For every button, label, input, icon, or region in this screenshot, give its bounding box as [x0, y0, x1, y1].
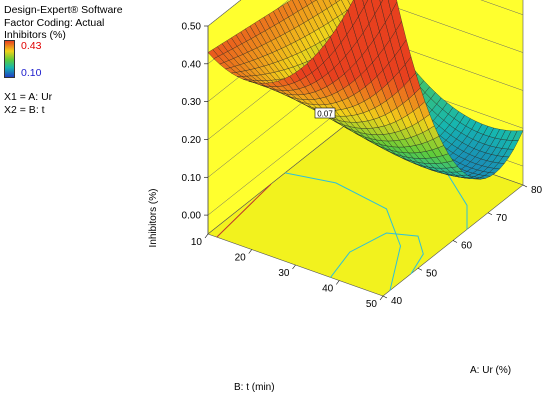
y-tick	[336, 280, 340, 285]
floor-contour	[330, 232, 424, 278]
y-tick-label: 50	[366, 299, 378, 310]
x-tick-label: 80	[531, 185, 543, 196]
floor-contour	[284, 172, 402, 291]
y-tick-label: 20	[235, 253, 247, 264]
legend-max-value: 0.43	[21, 40, 42, 52]
annotation-label: 0.07	[317, 110, 333, 119]
x-tick-label: 70	[496, 213, 508, 224]
color-legend-bar	[4, 40, 15, 78]
floor-contour	[216, 183, 272, 238]
surface-facet	[334, 0, 341, 3]
z-tick-label: 0.50	[182, 22, 202, 33]
response-name: Inhibitors (%)	[4, 29, 66, 41]
annotation-box	[314, 107, 336, 119]
y-tick-label: 40	[322, 284, 334, 295]
software-name: Design-Expert® Software	[4, 4, 123, 16]
z-tick-label: 0.20	[182, 135, 202, 146]
x-tick	[522, 184, 528, 188]
x-tick	[487, 212, 493, 216]
factor-x2: X2 = B: t	[4, 103, 45, 116]
y-axis-label: B: t (min)	[234, 382, 275, 393]
y-tick	[248, 249, 252, 254]
software-info: Design-Expert® Software Factor Coding: A…	[4, 4, 123, 42]
surface-facet	[379, 0, 383, 5]
x-axis-label: A: Ur (%)	[470, 365, 511, 376]
legend-min-value: 0.10	[21, 67, 42, 79]
surface-facet	[388, 0, 398, 13]
factor-list: X1 = A: Ur X2 = B: t	[4, 91, 52, 116]
x-tick-label: 60	[461, 241, 473, 252]
factor-coding: Factor Coding: Actual	[4, 16, 105, 29]
x-tick	[417, 267, 423, 271]
y-tick	[204, 233, 209, 239]
surface-facet	[310, 0, 317, 4]
factor-x1: X1 = A: Ur	[4, 91, 53, 103]
z-tick-label: 0.00	[182, 211, 202, 222]
z-tick-label: 0.40	[182, 59, 202, 70]
surface-facet	[362, 0, 369, 7]
x-tick	[452, 240, 458, 243]
z-axis-label: Inhibitors (%)	[148, 189, 159, 248]
x-tick	[382, 295, 388, 299]
z-tick-label: 0.10	[182, 173, 202, 184]
y-tick-label: 10	[191, 237, 203, 248]
y-tick-label: 30	[278, 268, 290, 279]
x-tick-label: 50	[426, 268, 438, 279]
x-tick-label: 40	[391, 296, 403, 307]
y-tick	[379, 295, 384, 301]
z-tick-label: 0.30	[182, 97, 202, 108]
y-tick	[292, 264, 296, 270]
